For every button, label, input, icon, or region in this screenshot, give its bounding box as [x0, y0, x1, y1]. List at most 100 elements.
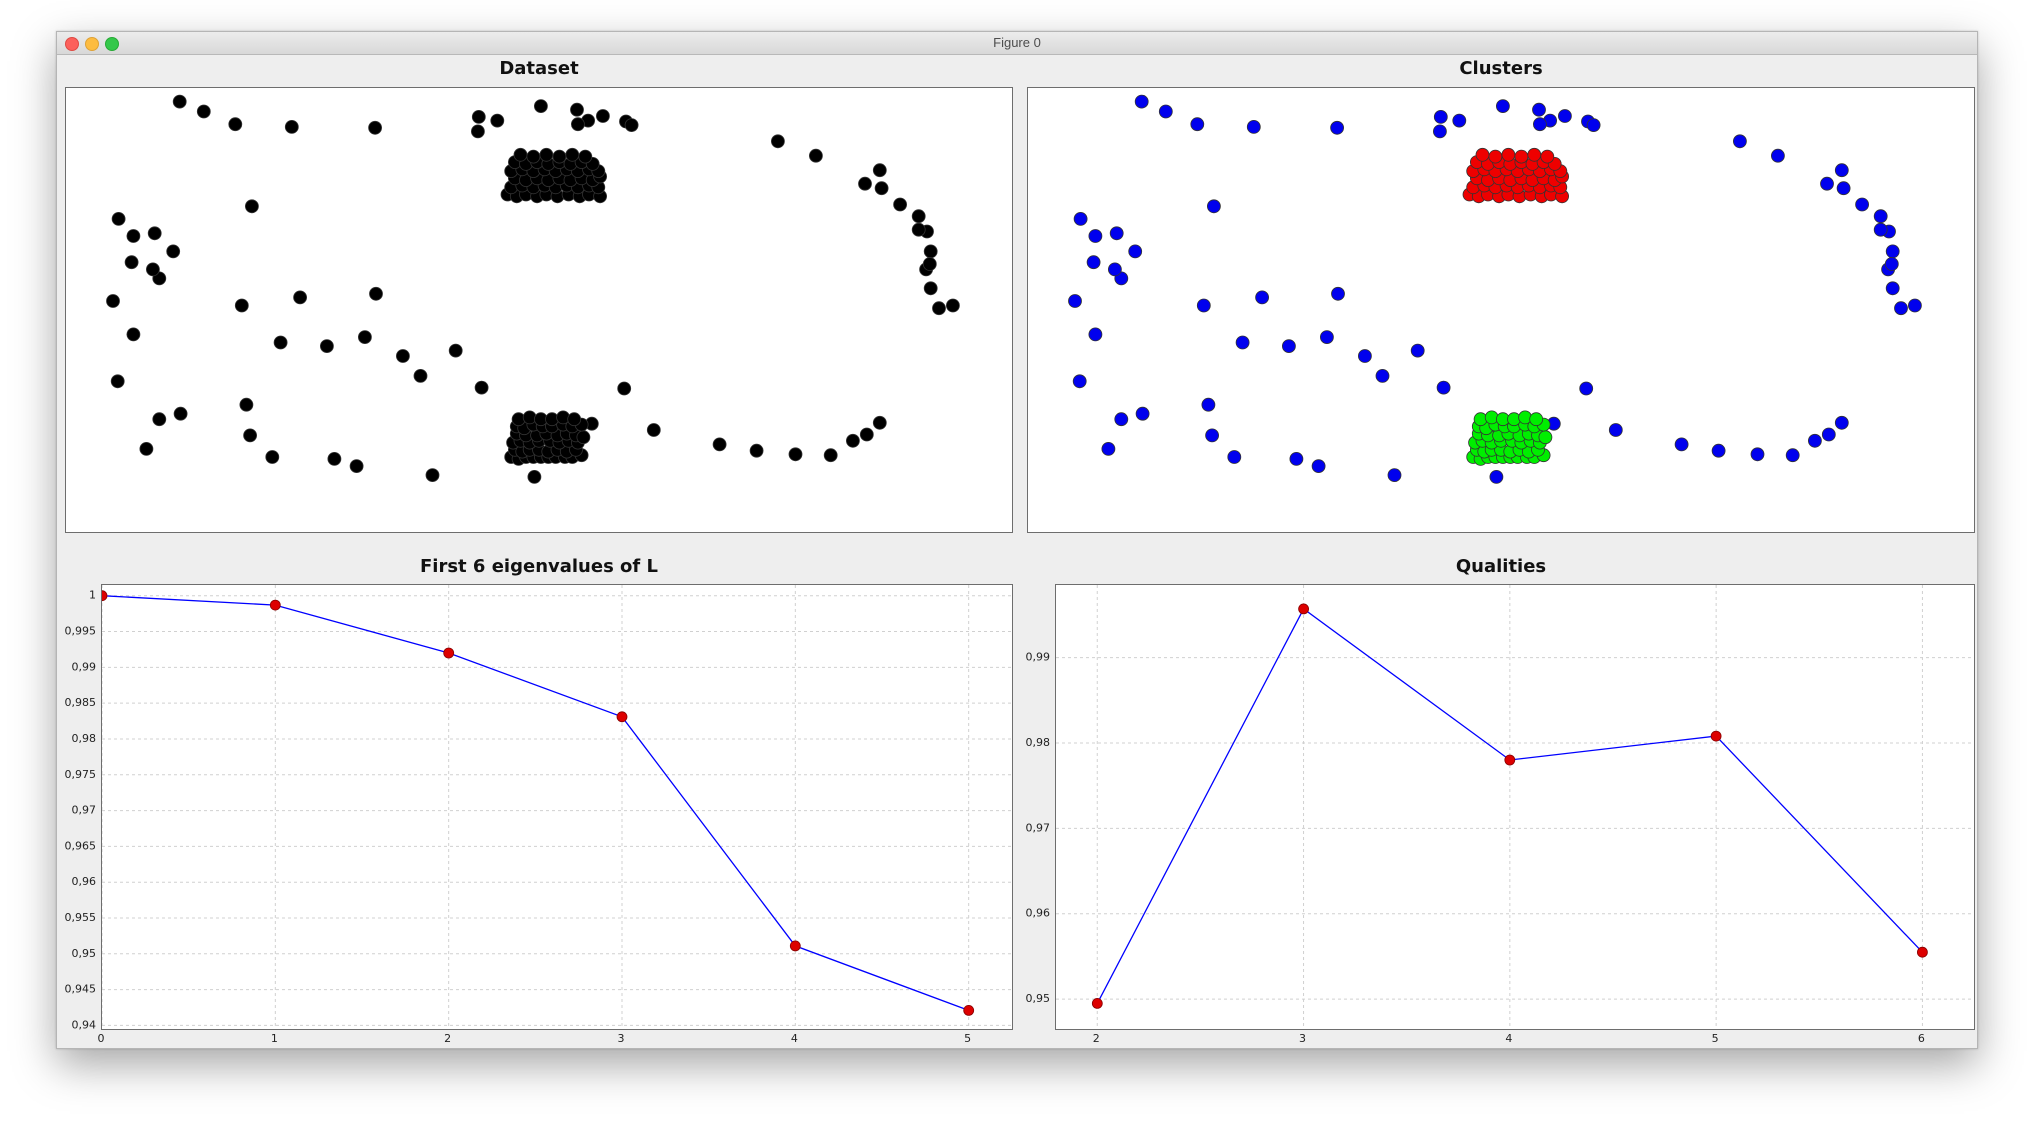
- dataset-point: [490, 113, 505, 128]
- qualities-y-tick-label: 0,98: [1026, 736, 1051, 749]
- cluster-point: [1873, 222, 1888, 237]
- cluster-point: [1834, 415, 1849, 430]
- cluster-point: [1894, 301, 1908, 316]
- cluster-point: [1495, 99, 1510, 114]
- eigen-marker: [269, 599, 281, 611]
- dataset-plot: [65, 87, 1013, 533]
- eigen-y-tick-label: 0,955: [65, 911, 97, 924]
- dataset-point: [265, 450, 280, 464]
- dataset-point: [771, 134, 785, 149]
- qualities-x-tick-label: 3: [1299, 1032, 1306, 1045]
- qualities-marker: [1917, 946, 1928, 958]
- cluster-point: [1134, 94, 1149, 109]
- qualities-marker: [1710, 730, 1722, 742]
- cluster-point: [1785, 448, 1800, 463]
- dataset-point: [110, 374, 125, 389]
- dataset-point: [539, 147, 554, 162]
- dataset-point: [576, 430, 591, 445]
- cluster-point: [1331, 286, 1345, 301]
- dataset-point: [139, 441, 154, 456]
- dataset-point: [911, 209, 926, 224]
- cluster-point: [1540, 149, 1555, 164]
- cluster-point: [1196, 298, 1211, 313]
- dataset-point: [617, 381, 632, 396]
- zoom-button[interactable]: [105, 37, 119, 51]
- dataset-point: [823, 448, 838, 463]
- dataset-point: [788, 447, 803, 462]
- dataset-point: [106, 294, 120, 308]
- dataset-point: [922, 257, 937, 271]
- qualities-x-tick-label: 6: [1918, 1032, 1925, 1045]
- cluster-point: [1068, 294, 1082, 308]
- cluster-point: [1375, 368, 1390, 383]
- eigen-plot: [101, 584, 1013, 1030]
- dataset-point: [911, 222, 926, 237]
- cluster-point: [1255, 290, 1270, 305]
- cluster-point: [1319, 330, 1334, 345]
- figure-window: Figure 0 Dataset Clusters First 6 eigenv…: [56, 31, 1978, 1049]
- dataset-point: [357, 330, 372, 345]
- eigen-x-tick-label: 0: [98, 1032, 105, 1045]
- cluster-point: [1201, 397, 1216, 412]
- dataset-point: [570, 117, 585, 132]
- dataset-point: [749, 443, 764, 458]
- cluster-point: [1246, 120, 1261, 134]
- dataset-point: [413, 368, 428, 383]
- dataset-point: [846, 433, 860, 448]
- window-title: Figure 0: [993, 35, 1041, 50]
- cluster-point: [1432, 124, 1447, 139]
- cluster-point: [1101, 441, 1116, 456]
- title-bar[interactable]: Figure 0: [57, 32, 1977, 55]
- cluster-point: [1088, 327, 1103, 342]
- cluster-point: [1586, 118, 1601, 132]
- eigen-x-tick-label: 1: [271, 1032, 278, 1045]
- cluster-point: [1750, 447, 1765, 462]
- dataset-point: [368, 120, 383, 135]
- cluster-point: [1205, 428, 1220, 443]
- dataset-point: [923, 281, 938, 296]
- dataset-point: [712, 437, 727, 452]
- clusters-title: Clusters: [1459, 58, 1543, 79]
- cluster-point: [1488, 149, 1503, 164]
- dataset-point: [234, 298, 249, 313]
- qualities-x-tick-label: 4: [1505, 1032, 1512, 1045]
- dataset-point: [471, 109, 486, 124]
- cluster-point: [1135, 406, 1150, 421]
- cluster-point: [1158, 104, 1173, 119]
- eigen-y-tick-label: 0,945: [65, 983, 97, 996]
- dataset-point: [809, 148, 823, 163]
- cluster-point: [1808, 433, 1822, 448]
- cluster-point: [1489, 469, 1504, 484]
- dataset-point: [874, 181, 889, 196]
- dataset-point: [527, 469, 542, 484]
- dataset-point: [932, 301, 946, 316]
- cluster-point: [1128, 244, 1143, 259]
- eigen-y-tick-label: 0,995: [65, 625, 97, 638]
- qualities-y-tick-label: 0,95: [1026, 992, 1051, 1005]
- dataset-point: [124, 255, 139, 270]
- dataset-point: [533, 99, 548, 114]
- eigen-y-tick-label: 0,985: [65, 696, 97, 709]
- cluster-point: [1733, 134, 1747, 149]
- clusters-plot: [1027, 87, 1975, 533]
- dataset-point: [552, 149, 567, 164]
- eigen-marker: [443, 647, 455, 659]
- cluster-point: [1820, 176, 1834, 191]
- minimize-button[interactable]: [85, 37, 99, 51]
- dataset-point: [319, 339, 334, 354]
- qualities-x-tick-label: 2: [1093, 1032, 1100, 1045]
- close-button[interactable]: [65, 37, 79, 51]
- dataset-point: [859, 427, 874, 442]
- dataset-point: [570, 102, 584, 117]
- qualities-title: Qualities: [1455, 556, 1547, 577]
- eigen-y-tick-label: 1: [89, 589, 96, 602]
- dataset-point: [166, 244, 181, 259]
- cluster-point: [1235, 335, 1250, 350]
- cluster-point: [1836, 181, 1851, 196]
- cluster-point: [1501, 147, 1516, 162]
- cluster-point: [1086, 255, 1101, 270]
- cluster-point: [1475, 147, 1490, 162]
- dataset-point: [565, 147, 580, 162]
- cluster-point: [1711, 443, 1726, 458]
- dataset-point: [858, 176, 872, 191]
